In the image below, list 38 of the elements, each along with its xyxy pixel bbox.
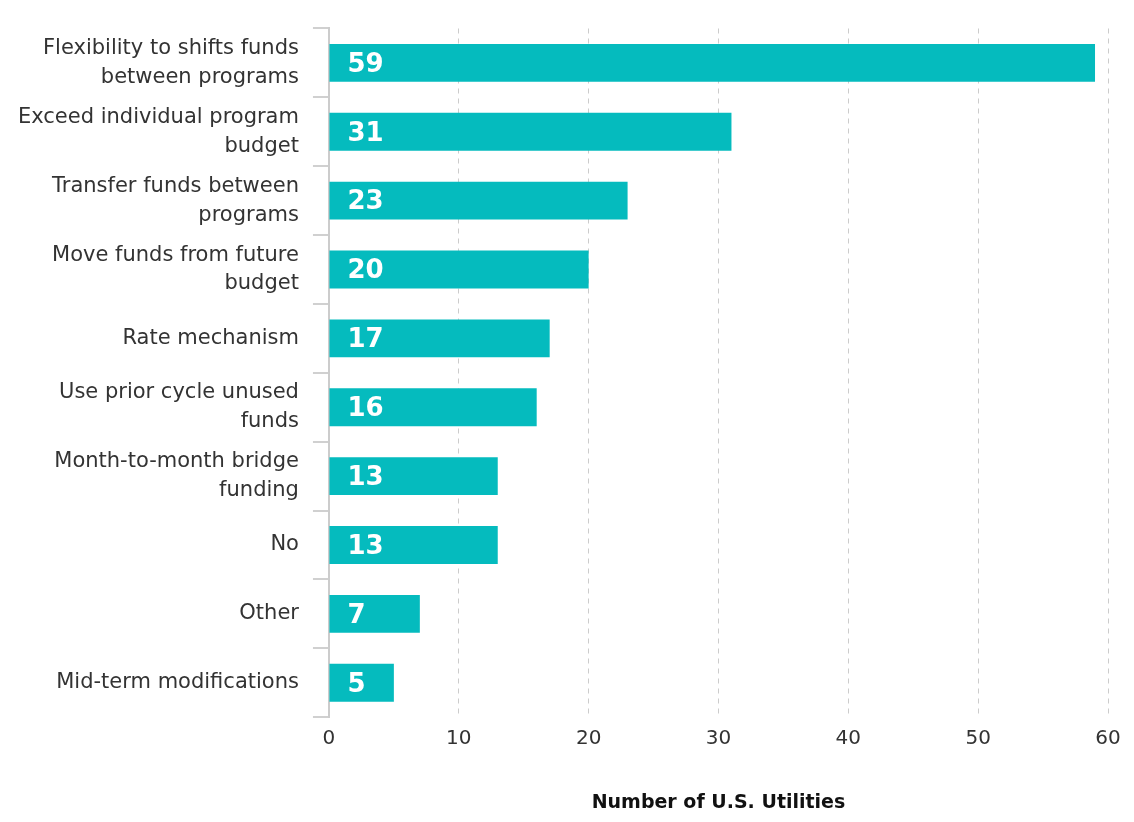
y-tick-label: Move funds from future budget [52,241,299,295]
data-label: 13 [347,460,384,491]
bar [329,663,394,702]
x-tick-label: 0 [322,725,336,750]
data-label: 31 [347,116,384,147]
x-tick-label: 40 [835,725,862,750]
y-tick-label: Flexibility to shifts funds between programs [43,34,299,88]
bar [329,526,498,564]
y-tick-label: Transfer funds between programs [51,172,299,226]
x-tick-label: 50 [965,725,991,750]
data-label: 17 [347,323,384,354]
data-label: 5 [347,667,366,698]
y-tick-label: Mid-term modifications [56,669,299,694]
y-tick-label: Other [239,600,300,625]
x-tick-label: 60 [1095,725,1121,750]
data-label: 23 [347,185,384,216]
bar [329,457,498,496]
x-tick-label: 20 [575,725,602,750]
data-label: 59 [347,47,384,78]
data-label: 16 [347,392,384,423]
data-label: 7 [347,598,366,629]
y-tick-label: Rate mechanism [122,324,299,349]
bar [329,112,732,151]
data-label: 13 [347,529,384,560]
x-tick-label: 10 [446,725,472,750]
y-tick-label: No [270,531,299,556]
y-tick-label: Exceed individual program budget [17,103,299,157]
data-label: 20 [347,254,384,285]
bar [329,181,628,220]
bar [329,250,589,289]
x-axis-title: Number of U.S. Utilities [591,789,846,812]
y-tick-label: Month-to-month bridge funding [54,448,299,502]
bar [329,43,1096,82]
bar [329,388,537,427]
bar [329,594,420,633]
x-tick-label: 30 [705,725,732,750]
bar [329,319,550,358]
y-tick-label: Use prior cycle unused funds [59,379,299,433]
